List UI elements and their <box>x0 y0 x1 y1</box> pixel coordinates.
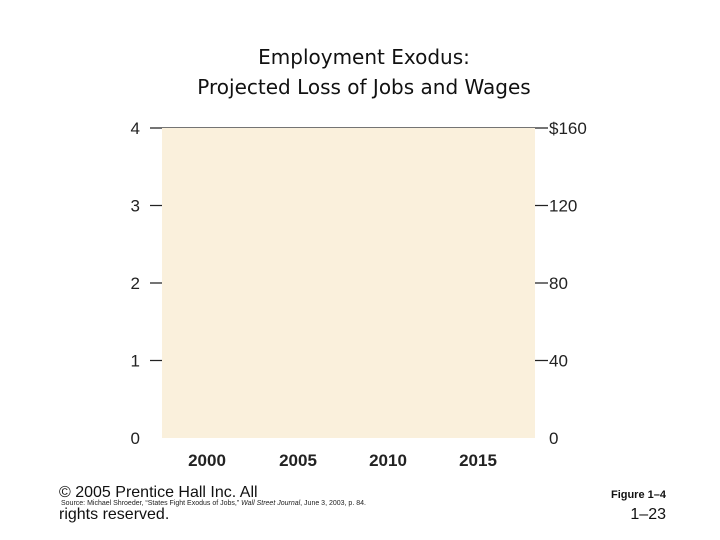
right-tick-label: 120 <box>549 197 577 216</box>
page-number: 1–23 <box>630 506 666 523</box>
chart-title-line1: Employment Exodus: <box>258 45 470 69</box>
left-tick-label: 3 <box>131 197 140 216</box>
right-tick-label: $160 <box>549 119 587 138</box>
left-tick-label: 0 <box>131 429 140 448</box>
left-tick-label: 4 <box>131 119 140 138</box>
right-tick-label: 0 <box>549 429 558 448</box>
x-tick-label: 2010 <box>369 451 407 470</box>
x-tick-label: 2015 <box>459 451 497 470</box>
left-tick-label: 1 <box>131 352 140 371</box>
source-prefix: Source: Michael Shroeder, “States Fight … <box>61 500 242 507</box>
chart-title-line2: Projected Loss of Jobs and Wages <box>197 75 531 99</box>
right-tick-label: 40 <box>549 352 568 371</box>
x-tick-label: 2000 <box>188 451 226 470</box>
x-tick-label: 2005 <box>279 451 317 470</box>
source-citation: Source: Michael Shroeder, “States Fight … <box>61 500 366 507</box>
copyright-line2: rights reserved. <box>59 506 170 523</box>
right-tick-label: 80 <box>549 274 568 293</box>
source-journal: Wall Street Journal <box>241 500 301 507</box>
copyright-line1: © 2005 Prentice Hall Inc. All <box>59 484 258 501</box>
figure-label: Figure 1–4 <box>610 489 666 501</box>
source-suffix: , June 3, 2003, p. 84. <box>300 500 366 507</box>
plot-area <box>162 128 535 438</box>
left-tick-label: 2 <box>131 274 140 293</box>
chart-title: Employment Exodus: Projected Loss of Job… <box>0 42 720 102</box>
